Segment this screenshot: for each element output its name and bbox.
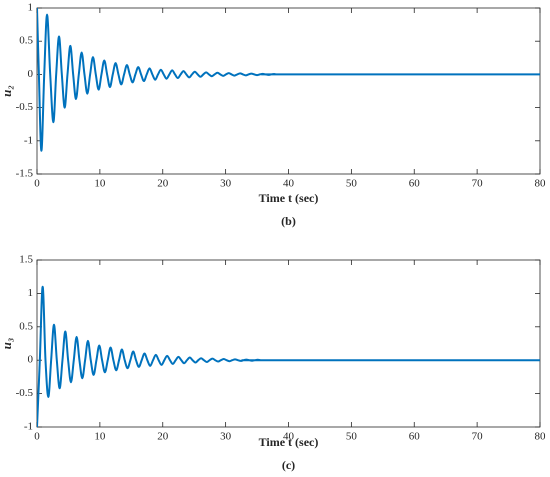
x-tick-label: 60 [409,431,421,443]
subplot: -1 -0.5 0 0.5 1 1.5 0 10 20 30 40 50 60 70 80 Time t (s… [0,254,546,472]
x-tick-label: 40 [283,178,295,190]
x-tick-label: 0 [34,431,40,443]
y-tick-label: 1 [28,287,34,299]
x-tick-label: 80 [535,431,547,443]
x-tick-label: 30 [220,178,232,190]
x-tick-label: 20 [157,178,169,190]
y-tick-label: -1.5 [16,168,34,180]
signal-line [37,7,540,152]
x-tick-label: 40 [283,431,295,443]
y-tick-label: 0 [28,68,34,80]
y-tick-label: 0.5 [19,35,33,47]
x-tick-label: 70 [472,178,484,190]
signal-line [37,285,540,428]
x-tick-label: 10 [94,431,106,443]
y-tick-label: -0.5 [16,387,34,399]
y-axis-label: u₂ [0,85,14,97]
y-tick-label: -1 [24,134,33,146]
y-tick-label: -1 [24,421,33,433]
y-tick-label: 0.5 [19,320,33,332]
x-tick-label: 30 [220,431,232,443]
y-tick-label: 1 [28,2,34,14]
y-tick-label: 0 [28,354,34,366]
x-tick-label: 10 [94,178,106,190]
x-axis-label: Time t (sec) [259,435,319,449]
y-tick-label: -0.5 [16,101,34,113]
y-tick-label: 1.5 [19,254,33,266]
x-tick-label: 50 [346,431,358,443]
x-tick-label: 0 [34,178,40,190]
x-tick-label: 50 [346,178,358,190]
x-tick-label: 60 [409,178,421,190]
x-axis-label: Time t (sec) [259,191,319,205]
caption: (c) [282,458,295,472]
x-tick-label: 70 [472,431,484,443]
y-axis-label: u₃ [0,338,14,350]
x-tick-label: 20 [157,431,169,443]
x-tick-label: 80 [535,178,547,190]
caption: (b) [281,214,296,228]
plot-area [36,259,541,428]
plot-area [36,7,541,175]
